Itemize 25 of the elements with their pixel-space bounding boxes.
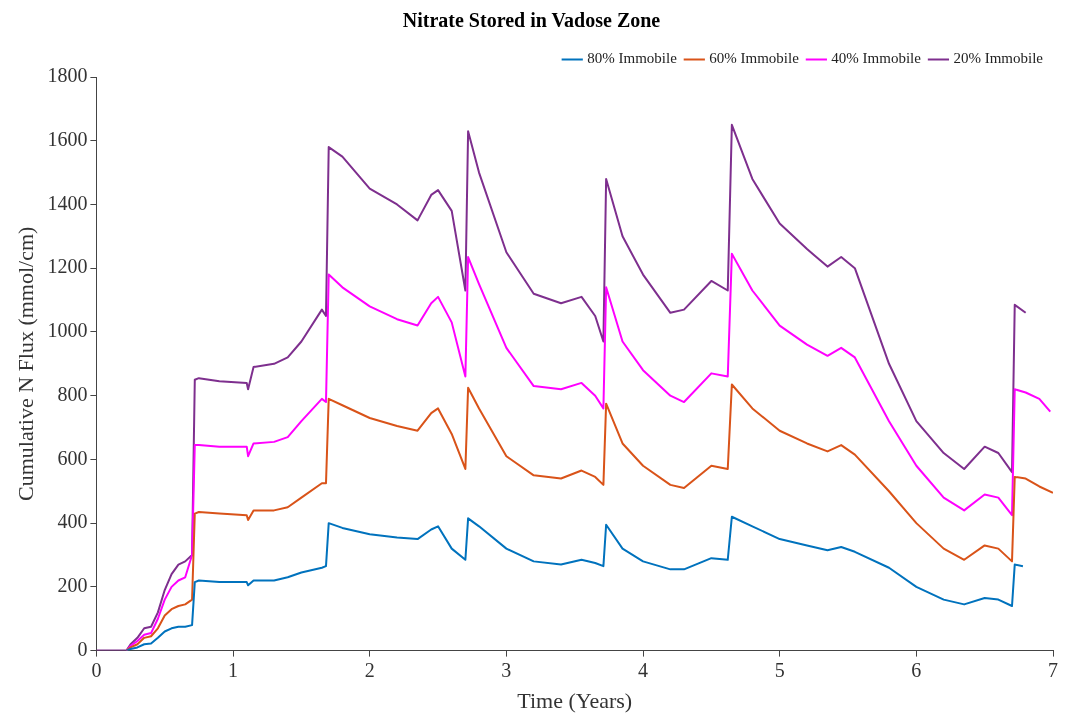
x-tick-label: 6 — [911, 658, 922, 681]
y-tick-label: 800 — [57, 382, 88, 405]
x-tick-label: 4 — [638, 658, 649, 681]
legend-label: 20% Immobile — [953, 50, 1044, 67]
y-axis-title: Cumulative N Flux (mmol/cm) — [12, 226, 38, 501]
y-tick-label: 1600 — [47, 127, 88, 150]
legend-label: 40% Immobile — [831, 50, 922, 67]
chart-title: Nitrate Stored in Vadose Zone — [402, 9, 661, 32]
y-tick-label: 600 — [57, 446, 88, 469]
y-tick-label: 1400 — [47, 191, 88, 214]
x-tick-label: 7 — [1048, 658, 1058, 681]
x-tick-label: 2 — [364, 658, 375, 681]
x-axis-title: Time (Years) — [517, 687, 633, 713]
y-tick-label: 1800 — [47, 64, 88, 87]
y-tick-label: 1200 — [47, 255, 88, 278]
y-tick-label: 200 — [57, 574, 88, 597]
y-tick-label: 1000 — [47, 319, 88, 342]
x-tick-label: 1 — [228, 658, 239, 681]
x-tick-label: 5 — [774, 658, 785, 681]
legend-label: 80% Immobile — [587, 50, 678, 67]
y-tick-label: 400 — [57, 510, 88, 533]
x-tick-label: 3 — [501, 658, 512, 681]
legend-label: 60% Immobile — [709, 50, 800, 67]
y-tick-label: 0 — [77, 637, 88, 660]
x-tick-label: 0 — [91, 658, 102, 681]
